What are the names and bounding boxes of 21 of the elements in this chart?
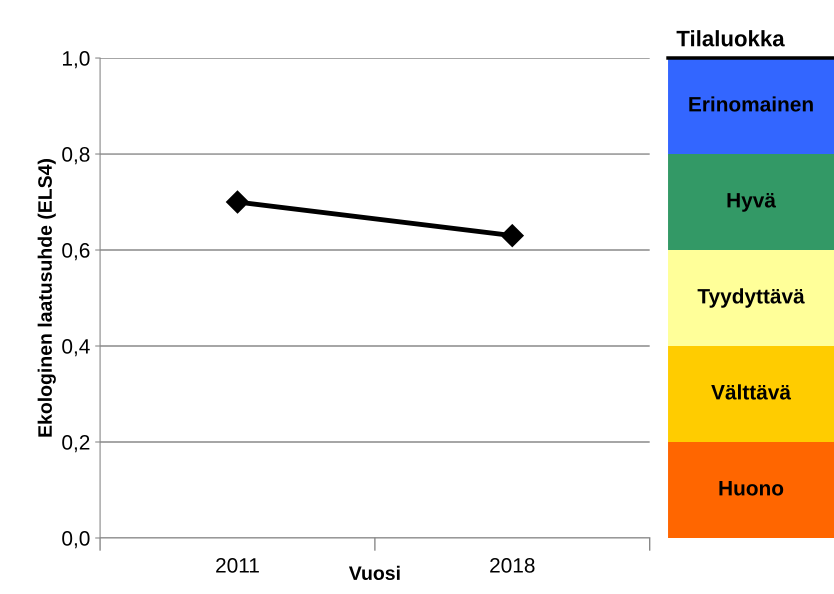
y-tick-label: 0,6 bbox=[62, 243, 90, 260]
y-axis-title: Ekologinen laatusuhde (ELS4) bbox=[38, 159, 56, 437]
y-tick-label: 0,2 bbox=[62, 434, 90, 452]
y-tick-label: 0,8 bbox=[62, 147, 90, 164]
y-tick-label: 0,4 bbox=[62, 339, 90, 356]
series-label: Välttävä bbox=[711, 384, 792, 400]
series-label: Tyydyttävä bbox=[698, 288, 805, 308]
y-tick-label: 0,0 bbox=[62, 530, 90, 548]
x-tick-label: 2018 bbox=[490, 558, 535, 573]
bar bbox=[668, 250, 834, 346]
bar bbox=[668, 442, 834, 538]
chart-title: Tilaluokka bbox=[676, 30, 785, 46]
x-axis-title: Vuosi bbox=[348, 566, 400, 580]
bar bbox=[668, 346, 834, 442]
bar bbox=[668, 58, 834, 154]
series-label: Huono bbox=[719, 481, 784, 496]
series-label: Hyvä bbox=[728, 192, 776, 212]
series-label: Erinomainen bbox=[689, 96, 813, 112]
x-tick-label: 2011 bbox=[216, 558, 259, 573]
bar bbox=[668, 154, 834, 250]
y-tick-label: 1,0 bbox=[62, 51, 90, 68]
